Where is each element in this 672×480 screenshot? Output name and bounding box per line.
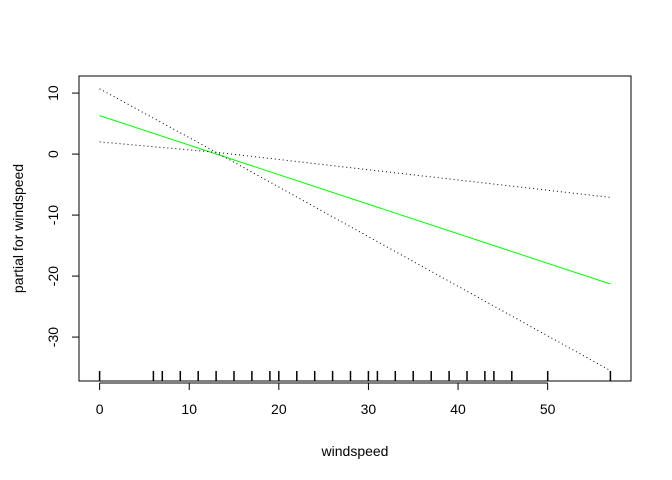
y-tick-label: 0 <box>45 150 61 158</box>
x-axis-label: windspeed <box>321 443 389 459</box>
y-axis: -30 -20 -10 0 10 <box>45 85 80 347</box>
rug-layer <box>98 371 612 381</box>
plot-frame <box>78 75 632 382</box>
series-layer <box>99 88 611 372</box>
x-tick-label: 10 <box>181 401 197 417</box>
x-tick-label: 30 <box>361 401 377 417</box>
confidence-band-line-1 <box>99 88 611 372</box>
x-tick-label: 40 <box>450 401 466 417</box>
x-tick-label: 20 <box>271 401 287 417</box>
x-tick-label: 50 <box>540 401 556 417</box>
x-tick-label: 0 <box>96 401 104 417</box>
y-tick-label: -30 <box>45 327 61 347</box>
y-tick-label: -10 <box>45 205 61 225</box>
y-axis-label: partial for windspeed <box>10 164 26 293</box>
confidence-band-line-2 <box>99 141 611 198</box>
x-axis: 0 10 20 30 40 50 <box>96 382 556 417</box>
y-tick-label: 10 <box>45 85 61 101</box>
y-tick-label: -20 <box>45 266 61 286</box>
fitted-line <box>99 115 611 285</box>
